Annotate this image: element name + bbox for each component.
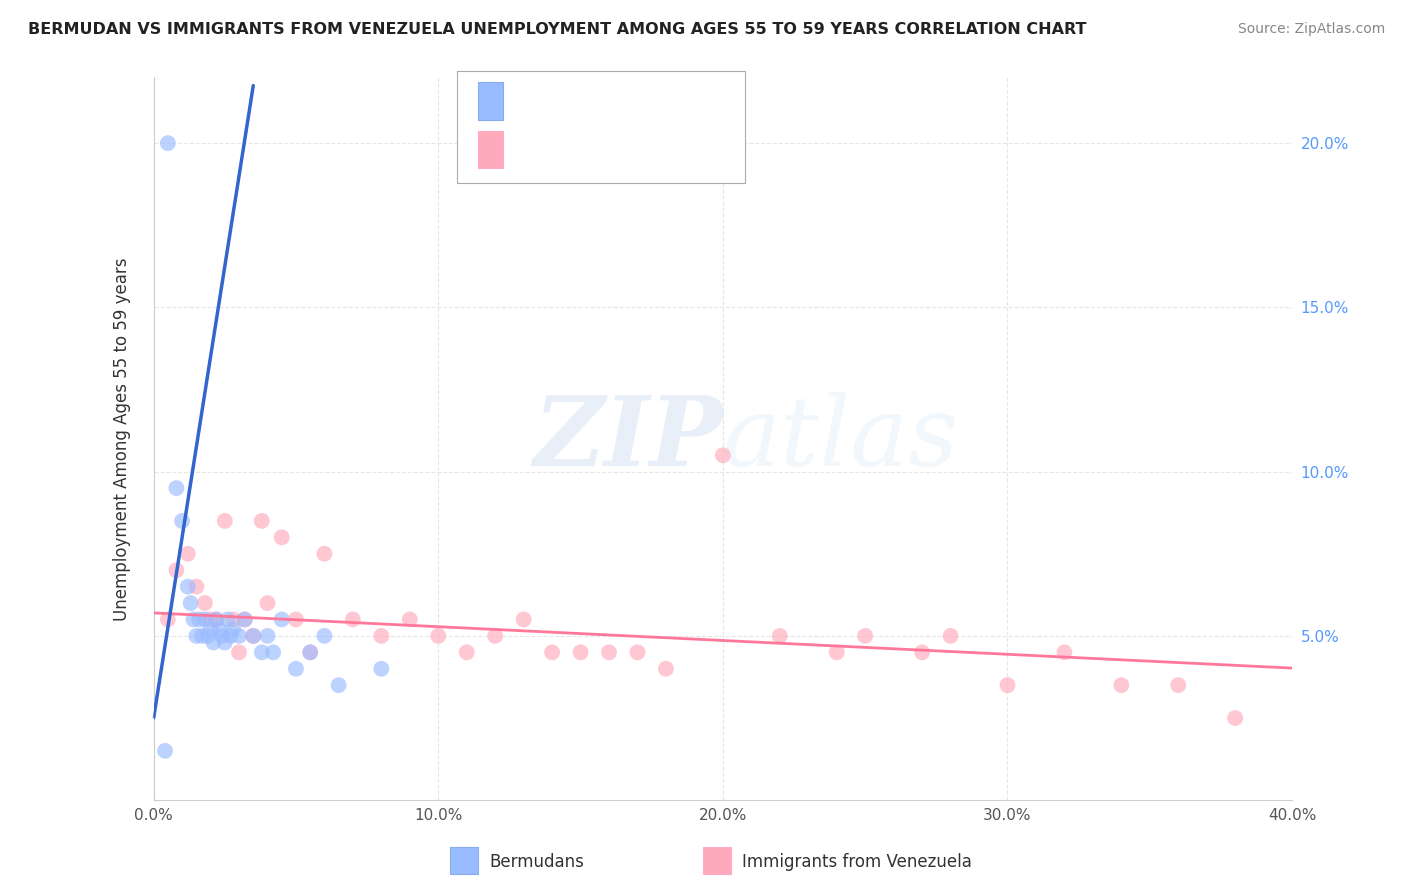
Point [997, 678, 1019, 692]
Point [284, 612, 307, 626]
Point [512, 612, 534, 626]
Point [484, 629, 506, 643]
Point [233, 612, 256, 626]
Point [214, 514, 236, 528]
Point [242, 629, 264, 643]
Point [1167, 678, 1189, 692]
Point [370, 662, 392, 676]
Text: Immigrants from Venezuela: Immigrants from Venezuela [742, 853, 972, 871]
Point [165, 563, 187, 577]
Point [214, 635, 236, 649]
Point [398, 612, 420, 626]
Point [342, 612, 364, 626]
Point [939, 629, 962, 643]
Point [655, 662, 678, 676]
Point [769, 629, 792, 643]
Point [711, 448, 734, 462]
Point [186, 629, 208, 643]
Point [270, 612, 292, 626]
Point [427, 629, 450, 643]
Point [228, 645, 250, 659]
Point [299, 645, 322, 659]
Point [328, 678, 350, 692]
Text: R =  0.565   N = 33: R = 0.565 N = 33 [517, 94, 666, 109]
Point [172, 514, 194, 528]
Point [242, 629, 264, 643]
Point [250, 514, 273, 528]
Point [177, 580, 200, 594]
Point [314, 547, 336, 561]
Point [208, 623, 231, 637]
Point [256, 629, 278, 643]
Point [153, 744, 176, 758]
Point [156, 136, 179, 150]
Point [284, 662, 307, 676]
Point [183, 612, 205, 626]
Point [202, 635, 225, 649]
Point [200, 623, 222, 637]
Point [219, 629, 242, 643]
Text: atlas: atlas [723, 392, 959, 486]
Point [191, 629, 214, 643]
Point [598, 645, 620, 659]
Point [270, 530, 292, 544]
Point [228, 629, 250, 643]
Point [194, 612, 217, 626]
Point [205, 612, 228, 626]
Point [205, 612, 228, 626]
Point [541, 645, 564, 659]
Point [180, 596, 202, 610]
Text: Bermudans: Bermudans [489, 853, 583, 871]
Point [222, 612, 245, 626]
Point [188, 612, 211, 626]
Point [1053, 645, 1076, 659]
Point [299, 645, 322, 659]
Point [217, 612, 239, 626]
Text: BERMUDAN VS IMMIGRANTS FROM VENEZUELA UNEMPLOYMENT AMONG AGES 55 TO 59 YEARS COR: BERMUDAN VS IMMIGRANTS FROM VENEZUELA UN… [28, 22, 1087, 37]
Point [177, 547, 200, 561]
Point [250, 645, 273, 659]
Text: R = -0.287   N = 51: R = -0.287 N = 51 [517, 142, 668, 157]
Point [314, 629, 336, 643]
Point [569, 645, 592, 659]
Point [911, 645, 934, 659]
Point [165, 481, 187, 495]
Point [370, 629, 392, 643]
Text: Source: ZipAtlas.com: Source: ZipAtlas.com [1237, 22, 1385, 37]
Point [233, 612, 256, 626]
Point [1111, 678, 1133, 692]
Point [211, 629, 233, 643]
Point [1225, 711, 1247, 725]
Y-axis label: Unemployment Among Ages 55 to 59 years: Unemployment Among Ages 55 to 59 years [114, 257, 131, 621]
Point [186, 580, 208, 594]
Point [200, 612, 222, 626]
Point [626, 645, 648, 659]
Point [194, 596, 217, 610]
Point [256, 596, 278, 610]
Point [262, 645, 284, 659]
Point [825, 645, 848, 659]
Point [456, 645, 478, 659]
Point [222, 623, 245, 637]
Point [156, 612, 179, 626]
Point [197, 629, 219, 643]
Point [853, 629, 876, 643]
Text: ZIP: ZIP [533, 392, 723, 486]
